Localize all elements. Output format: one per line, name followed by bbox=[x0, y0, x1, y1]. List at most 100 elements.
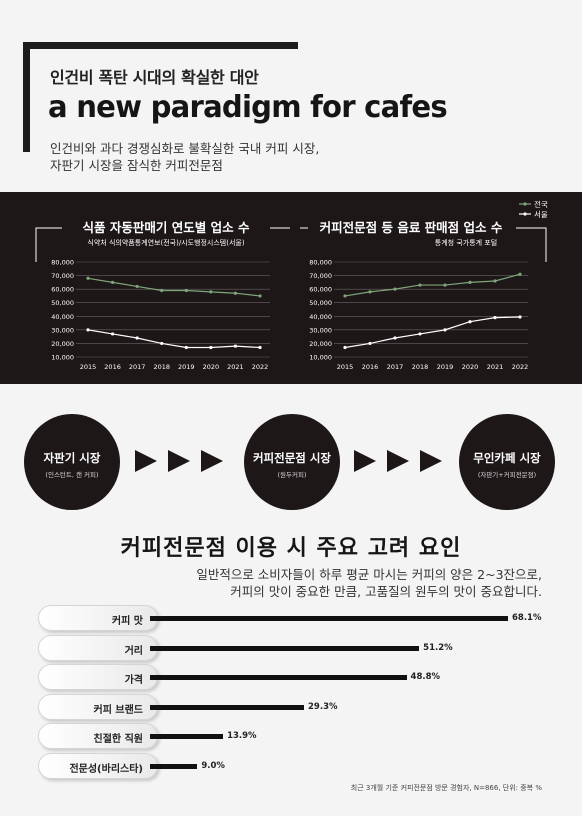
chart2-point bbox=[368, 290, 372, 294]
chart2-series-national-line bbox=[344, 273, 521, 297]
chart1-point bbox=[258, 345, 262, 350]
flow-step-title: 자판기 시장 bbox=[43, 451, 101, 465]
chart1-point bbox=[184, 288, 188, 293]
chart2-y-tick: 20,000 bbox=[309, 340, 332, 348]
header-title: a new paradigm for cafes bbox=[48, 90, 448, 125]
chart2-point bbox=[493, 279, 497, 283]
chart1-x-tick: 2022 bbox=[252, 363, 269, 371]
chart2-x-tick: 2017 bbox=[387, 363, 404, 371]
factors-title: 커피전문점 이용 시 주요 고려 요인 bbox=[120, 536, 462, 561]
chart1-x-tick: 2017 bbox=[129, 363, 146, 371]
legend-national-marker bbox=[523, 202, 527, 206]
factor-label-pill: 전문성(바리스타) bbox=[38, 753, 158, 779]
chart2-x-tick: 2018 bbox=[412, 363, 429, 371]
legend-seoul-marker bbox=[523, 212, 527, 216]
chart1-x-tick: 2016 bbox=[104, 363, 121, 371]
chart2-y-tick: 50,000 bbox=[309, 299, 332, 307]
factor-bar bbox=[150, 675, 407, 681]
flow-step-note: (인스턴트, 캔 커피) bbox=[45, 471, 99, 479]
factor-label-pill: 거리 bbox=[38, 634, 158, 661]
chart2-subtitle: 통계청 국가통계 포털 bbox=[435, 238, 497, 247]
chart1-subtitle: 식약처 식의약품통계연보(전국)/시도행정시스템(서울) bbox=[87, 238, 244, 247]
factors-desc-line2: 커피의 맛이 중요한 만큼, 고품질의 원두의 맛이 중요합니다. bbox=[230, 584, 542, 599]
factor-label: 거리 bbox=[124, 645, 143, 657]
chart1-title: 식품 자동판매기 연도별 업소 수 bbox=[83, 220, 250, 235]
chart2-y-tick: 40,000 bbox=[309, 313, 332, 321]
factor-value-label: 48.8% bbox=[410, 672, 441, 683]
legend: 전국 서울 bbox=[519, 199, 548, 219]
chart2-point bbox=[443, 283, 447, 287]
chart2-x-tick: 2022 bbox=[512, 363, 529, 371]
factors-desc-line1: 일반적으로 소비자들이 하루 평균 마시는 커피의 양은 2~3잔으로, bbox=[196, 567, 542, 582]
chart1-y-tick: 30,000 bbox=[51, 326, 74, 334]
chart2-point bbox=[418, 332, 422, 336]
factor-value-label: 29.3% bbox=[308, 701, 338, 712]
header-frame bbox=[23, 42, 298, 152]
chart1-y-tick: 50,000 bbox=[51, 299, 74, 307]
chart2-y-tick: 10,000 bbox=[309, 354, 332, 362]
chart1-y-tick: 60,000 bbox=[51, 286, 74, 294]
chart2-point bbox=[468, 320, 472, 324]
arrow-icon bbox=[354, 450, 376, 472]
arrow-icon bbox=[420, 450, 442, 472]
chart2-x-tick: 2021 bbox=[487, 363, 504, 371]
chart1-bracket bbox=[35, 227, 290, 262]
factor-value-label: 13.9% bbox=[227, 731, 257, 742]
factor-value-label: 68.1% bbox=[512, 613, 542, 623]
flow-step-note: (자판기+커피전문점) bbox=[477, 471, 537, 479]
chart1-x-tick: 2021 bbox=[227, 363, 244, 371]
factors-description: 일반적으로 소비자들이 하루 평균 마시는 커피의 양은 2~3잔으로, 커피의… bbox=[196, 566, 542, 600]
chart1-point bbox=[110, 332, 115, 336]
arrow-icon bbox=[168, 450, 190, 472]
flow-arrows-2 bbox=[354, 450, 442, 472]
factor-label-pill: 커피 브랜드 bbox=[38, 693, 158, 720]
chart1-y-tick: 80,000 bbox=[51, 259, 74, 267]
stats-panel: 전국 서울 식품 자동판매기 연도별 업소 수 식약처 식의약품통계연보(전국)… bbox=[0, 192, 582, 384]
factor-label-pill: 친절한 직원 bbox=[38, 723, 158, 750]
legend-national-label: 전국 bbox=[534, 199, 548, 209]
chart1-point bbox=[209, 290, 213, 294]
footnote: 최근 3개월 기준 커피전문점 방문 경험자, N=866, 단위: 중복 % bbox=[350, 784, 542, 792]
chart2-y-tick: 70,000 bbox=[309, 272, 332, 280]
factor-label: 커피 브랜드 bbox=[93, 704, 143, 716]
chart1-point bbox=[160, 288, 164, 293]
chart1-y-tick: 40,000 bbox=[51, 313, 74, 321]
chart1-point bbox=[184, 345, 188, 350]
header-desc-line2: 자판기 시장을 잠식한 커피전문점 bbox=[50, 158, 223, 173]
chart1-point bbox=[233, 344, 238, 348]
chart2-title: 커피전문점 등 음료 판매점 업소 수 bbox=[320, 220, 503, 235]
factor-bar bbox=[150, 764, 198, 769]
chart2-point bbox=[368, 341, 372, 346]
chart1-point bbox=[233, 291, 238, 295]
factor-label-pill: 가격 bbox=[38, 664, 158, 691]
header-subtitle: 인건비 폭탄 시대의 확실한 대안 bbox=[50, 68, 259, 87]
factor-bar bbox=[150, 616, 508, 621]
factor-value-label: 51.2% bbox=[423, 642, 453, 653]
chart2-point bbox=[343, 294, 347, 298]
chart1-point bbox=[110, 280, 115, 284]
arrow-icon bbox=[201, 450, 223, 472]
factor-label: 전문성(바리스타) bbox=[69, 764, 143, 775]
chart2-x-tick: 2019 bbox=[437, 363, 454, 371]
factor-label: 가격 bbox=[124, 675, 143, 687]
chart2-x-tick: 2015 bbox=[337, 363, 354, 371]
flow-step-vending: 자판기 시장 (인스턴트, 캔 커피) bbox=[24, 414, 120, 510]
chart2-point bbox=[468, 280, 472, 284]
arrow-icon bbox=[387, 450, 409, 472]
legend-seoul-label: 서울 bbox=[534, 210, 548, 219]
chart1-y-tick: 20,000 bbox=[51, 340, 74, 348]
chart2-x-tick: 2016 bbox=[362, 363, 379, 371]
flow-step-title: 무인카페 시장 bbox=[473, 451, 541, 465]
flow-step-note: (원두커피) bbox=[277, 471, 307, 479]
factor-value-label: 9.0% bbox=[201, 761, 225, 771]
chart2-point bbox=[518, 272, 522, 276]
chart1-point bbox=[209, 345, 213, 350]
header-description: 인건비와 과다 경쟁심화로 불확실한 국내 커피 시장, 자판기 시장을 잠식한… bbox=[50, 140, 319, 174]
chart1-point bbox=[258, 294, 262, 298]
chart2-point bbox=[443, 328, 447, 332]
chart2-point bbox=[393, 336, 397, 340]
chart2-y-tick: 80,000 bbox=[309, 259, 332, 267]
chart1-plot: 10,000 20,000 30,000 40,000 50,000 60,000 70,0… bbox=[51, 259, 270, 371]
chart2-point bbox=[393, 287, 397, 291]
chart1-series-national-line bbox=[87, 277, 261, 297]
